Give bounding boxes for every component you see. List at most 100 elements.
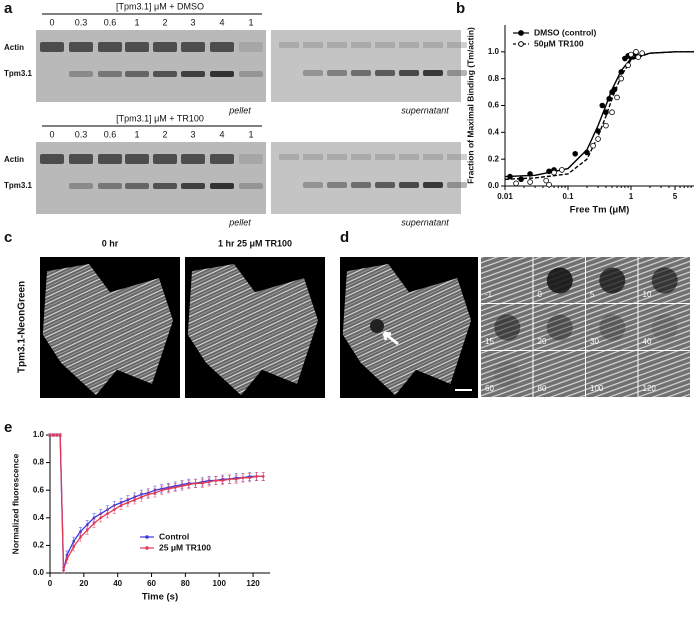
band-actin [98, 42, 122, 52]
bleach-spot [651, 314, 678, 341]
band-tpm-sup [447, 70, 467, 76]
band-actin [40, 42, 64, 52]
lane-label: 0.6 [104, 17, 117, 27]
band-actin-sup [399, 154, 419, 160]
lane-label: 0.6 [104, 129, 117, 139]
gel-supernatant [271, 30, 461, 102]
band-tpm [98, 71, 122, 77]
data-point [48, 433, 52, 437]
series-line [50, 434, 264, 571]
fraction-label: pellet [228, 105, 251, 115]
kymo-tile [481, 351, 533, 397]
kymo-tile [481, 257, 533, 303]
band-tpm [125, 71, 149, 77]
data-point [228, 477, 231, 481]
timepoint-label: 80 [538, 384, 547, 393]
y-tick-label: 0.0 [488, 181, 500, 190]
band-tpm-sup [399, 182, 419, 188]
data-point [255, 475, 258, 478]
data-point [187, 483, 191, 486]
fraction-label: supernatant [401, 217, 449, 227]
data-point [55, 433, 59, 437]
stain-label: Tpm3.1-NeonGreen [17, 281, 28, 373]
timepoint-label: 5 [590, 290, 595, 299]
band-actin [210, 154, 234, 164]
data-point [79, 530, 82, 533]
timepoint-label: 15 [485, 337, 494, 346]
timepoint-label: -1 [485, 290, 493, 299]
condition-label: 0 hr [102, 238, 119, 248]
x-tick-label: 5 [673, 192, 678, 201]
y-tick-label: 1.0 [488, 47, 500, 56]
lane-label: 0.3 [75, 129, 88, 139]
kymo-tile [638, 304, 690, 350]
row-label: Tpm3.1 [4, 69, 33, 78]
band-actin-sup [279, 42, 299, 48]
band-tpm [239, 183, 263, 189]
data-point [603, 122, 609, 129]
row-label: Actin [4, 43, 24, 52]
bleach-spot [494, 314, 521, 341]
y-tick-label: 0.6 [33, 485, 45, 494]
kymo-tile [586, 351, 638, 397]
band-actin-sup [375, 154, 395, 160]
band-actin [69, 154, 93, 164]
timepoint-label: 20 [538, 337, 547, 346]
data-point [546, 181, 552, 188]
y-tick-label: 0.8 [488, 74, 500, 83]
data-point [153, 491, 157, 495]
data-point [261, 475, 265, 478]
data-point [635, 54, 641, 60]
lane-label: 1 [248, 129, 253, 139]
data-point [625, 62, 631, 69]
x-tick-label: 0.1 [562, 192, 574, 201]
panel-label: d [340, 229, 349, 246]
band-actin [153, 42, 177, 52]
band-tpm-sup [351, 70, 371, 76]
data-point [599, 102, 606, 109]
x-tick-label: 1 [629, 192, 634, 201]
cell [342, 264, 472, 396]
band-actin [98, 154, 122, 164]
band-tpm-sup [303, 70, 323, 76]
y-axis-label: Normalized fluorescence [10, 453, 20, 554]
y-axis-label: Fraction of Maximal Binding (Tm/actin) [465, 27, 475, 184]
x-tick-label: 100 [213, 579, 227, 588]
band-actin-sup [375, 42, 395, 48]
data-point [85, 523, 89, 526]
data-point [248, 476, 251, 480]
band-actin-sup [447, 154, 467, 160]
data-point [92, 522, 96, 525]
kymo-tile [533, 351, 585, 397]
data-point [639, 50, 645, 56]
bleach-spot [651, 267, 678, 294]
data-point [207, 480, 211, 484]
timepoint-label: 120 [643, 384, 657, 393]
band-tpm [69, 183, 93, 189]
legend-label: Control [159, 531, 189, 541]
band-actin-sup [423, 42, 443, 48]
lane-label: 2 [162, 129, 167, 139]
panel-label: a [4, 0, 13, 17]
data-point [99, 516, 103, 520]
band-tpm [125, 183, 149, 189]
band-tpm-sup [351, 182, 371, 188]
panel-label: b [456, 0, 465, 17]
band-actin [181, 42, 205, 52]
data-point [241, 476, 245, 480]
x-tick-label: 120 [246, 579, 260, 588]
data-point [58, 433, 62, 437]
kymo-tile [586, 304, 638, 350]
band-tpm-sup [327, 182, 347, 188]
band-actin-sup [303, 42, 323, 48]
y-tick-label: 0.6 [488, 101, 500, 110]
data-point [180, 484, 184, 488]
band-tpm [210, 71, 234, 77]
cell [187, 264, 318, 396]
data-point [513, 180, 519, 187]
bleach-spot [599, 267, 626, 294]
band-tpm-sup [375, 182, 395, 188]
y-tick-label: 0.0 [33, 568, 45, 577]
gel-header: [Tpm3.1] μM + DMSO [116, 1, 204, 11]
y-tick-label: 0.4 [488, 127, 500, 136]
